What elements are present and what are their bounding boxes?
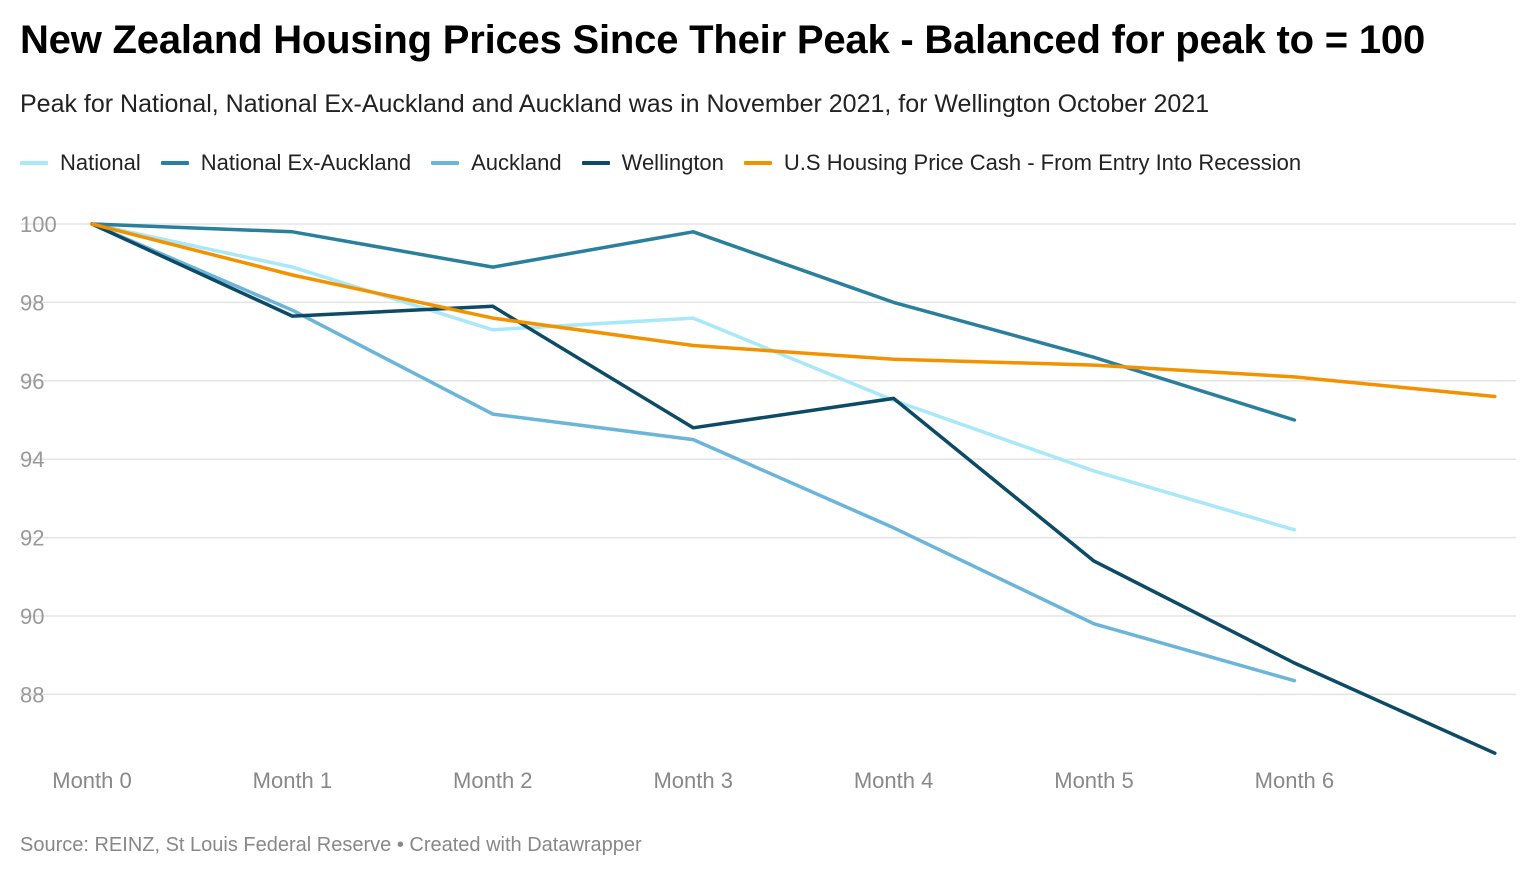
y-axis-ticks: 100 98 96 94 92 90 88 [20,212,57,707]
legend-label-national-ex-auckland: National Ex-Auckland [200,150,412,175]
y-tick-label: 100 [20,212,57,237]
y-tick-label: 98 [20,290,44,315]
series-line-wellington [90,222,1497,755]
legend-item-auckland: Auckland [431,150,562,176]
y-tick-label: 94 [20,447,44,472]
series-line-auckland [90,222,1297,683]
x-tick-label: Month 5 [1054,768,1134,793]
legend-swatch-wellington [581,161,610,165]
gridlines [20,223,1516,696]
legend-label-national: National [60,150,141,175]
y-tick-label: 96 [20,369,44,394]
x-tick-label: Month 1 [253,768,333,793]
legend-label-auckland: Auckland [471,150,562,175]
chart-title: New Zealand Housing Prices Since Their P… [20,18,1425,62]
legend-swatch-us-housing [743,161,772,165]
legend-item-wellington: Wellington [581,150,724,176]
legend-swatch-auckland [431,161,460,165]
y-tick-label: 88 [20,682,44,707]
y-tick-label: 92 [20,526,44,551]
legend-item-national-ex-auckland: National Ex-Auckland [160,150,412,176]
legend-label-wellington: Wellington [621,150,724,175]
legend-item-us-housing: U.S Housing Price Cash - From Entry Into… [743,150,1302,176]
source-footer: Source: REINZ, St Louis Federal Reserve … [20,834,642,856]
series-line-u-s-housing-price-cash-from-entry-into-recession [90,222,1497,399]
legend-label-us-housing: U.S Housing Price Cash - From Entry Into… [783,150,1302,175]
series-line-national [90,222,1297,532]
legend-item-national: National [20,150,141,176]
series-lines [90,222,1497,755]
series-line-national-ex-auckland [90,222,1297,422]
x-tick-label: Month 0 [52,768,132,793]
x-tick-label: Month 4 [854,768,934,793]
legend: National National Ex-Auckland Auckland W… [20,150,1321,176]
legend-swatch-national-ex-auckland [160,161,189,165]
x-tick-label: Month 2 [453,768,533,793]
legend-swatch-national [20,161,48,165]
x-axis-ticks: Month 0 Month 1 Month 2 Month 3 Month 4 Month… [52,768,1334,793]
x-tick-label: Month 3 [653,768,733,793]
x-tick-label: Month 6 [1255,768,1335,793]
y-tick-label: 90 [20,604,44,629]
chart-subtitle: Peak for National, National Ex-Auckland … [20,90,1210,118]
